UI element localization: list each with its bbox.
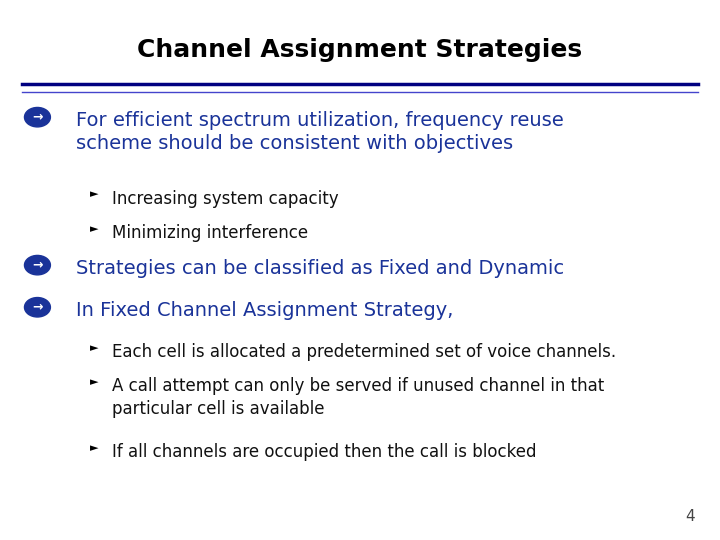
Text: A call attempt can only be served if unused channel in that
particular cell is a: A call attempt can only be served if unu… xyxy=(112,377,604,417)
Text: ►: ► xyxy=(90,377,99,388)
Text: Increasing system capacity: Increasing system capacity xyxy=(112,190,338,207)
Text: Channel Assignment Strategies: Channel Assignment Strategies xyxy=(138,38,582,62)
Text: ►: ► xyxy=(90,224,99,234)
Text: ►: ► xyxy=(90,190,99,200)
Text: In Fixed Channel Assignment Strategy,: In Fixed Channel Assignment Strategy, xyxy=(76,301,453,320)
Text: Strategies can be classified as Fixed and Dynamic: Strategies can be classified as Fixed an… xyxy=(76,259,564,278)
Text: ►: ► xyxy=(90,343,99,353)
Text: →: → xyxy=(32,259,42,272)
Text: ►: ► xyxy=(90,443,99,454)
Circle shape xyxy=(24,107,50,127)
Circle shape xyxy=(24,298,50,317)
Text: If all channels are occupied then the call is blocked: If all channels are occupied then the ca… xyxy=(112,443,536,461)
Text: 4: 4 xyxy=(685,509,695,524)
Text: For efficient spectrum utilization, frequency reuse
scheme should be consistent : For efficient spectrum utilization, freq… xyxy=(76,111,563,153)
Text: Minimizing interference: Minimizing interference xyxy=(112,224,307,242)
Text: →: → xyxy=(32,111,42,124)
Text: Each cell is allocated a predetermined set of voice channels.: Each cell is allocated a predetermined s… xyxy=(112,343,616,361)
Circle shape xyxy=(24,255,50,275)
Text: →: → xyxy=(32,301,42,314)
